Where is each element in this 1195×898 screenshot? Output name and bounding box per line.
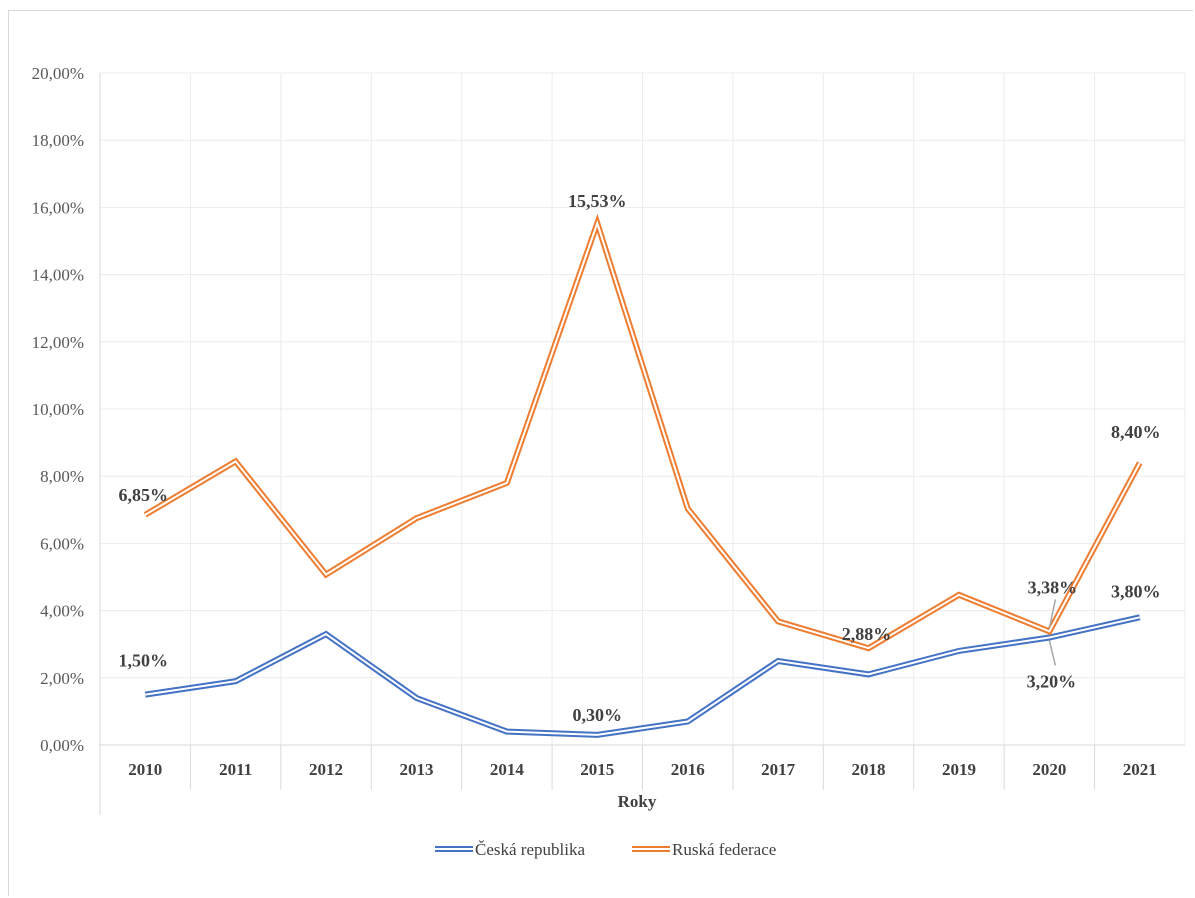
data-label: 3,20% xyxy=(1027,671,1077,691)
x-tick-label: 2020 xyxy=(1032,760,1066,779)
x-tick-label: 2021 xyxy=(1123,760,1157,779)
y-tick-label: 2,00% xyxy=(40,669,84,688)
x-tick-label: 2011 xyxy=(219,760,252,779)
data-label: 15,53% xyxy=(568,191,627,211)
x-axis-ticks: 2010 2011 2012 2013 2014 2015 2016 2017 2018 2019… xyxy=(128,760,1157,779)
legend: Česká republika Ruská federace xyxy=(435,840,776,859)
y-tick-label: 16,00% xyxy=(32,198,84,217)
series-line-ruská-federace xyxy=(143,213,1143,652)
y-tick-label: 8,00% xyxy=(40,467,84,486)
y-tick-label: 20,00% xyxy=(32,64,84,83)
y-tick-label: 4,00% xyxy=(40,602,84,621)
series-lines xyxy=(143,213,1143,738)
x-tick-label: 2018 xyxy=(852,760,886,779)
x-tick-label: 2012 xyxy=(309,760,343,779)
x-tick-label: 2015 xyxy=(580,760,614,779)
series-line-česká-republika xyxy=(144,614,1141,738)
x-tick-label: 2017 xyxy=(761,760,796,779)
data-label: 8,40% xyxy=(1111,422,1161,442)
y-tick-label: 18,00% xyxy=(32,131,84,150)
y-tick-label: 10,00% xyxy=(32,400,84,419)
legend-label: Česká republika xyxy=(475,840,585,859)
legend-item: Česká republika xyxy=(435,840,585,859)
x-tick-label: 2010 xyxy=(128,760,162,779)
data-label-leader xyxy=(1048,640,1057,666)
data-labels: 1,50% 0,30% 3,20% 3,80% 6,85% 15,53% 2,88% 3,38… xyxy=(118,191,1160,725)
y-tick-label: 12,00% xyxy=(32,333,84,352)
data-label: 3,38% xyxy=(1028,577,1078,597)
y-tick-label: 14,00% xyxy=(32,266,84,285)
y-tick-label: 6,00% xyxy=(40,534,84,553)
chart-area xyxy=(8,10,1193,896)
series-line-inner xyxy=(145,616,1141,736)
legend-item: Ruská federace xyxy=(632,840,776,859)
x-axis-title: Roky xyxy=(618,792,657,811)
y-tick-label: 0,00% xyxy=(40,736,84,755)
series-line-inner xyxy=(144,220,1141,650)
gridlines xyxy=(99,72,1186,815)
data-label: 0,30% xyxy=(573,705,623,725)
data-label: 6,85% xyxy=(118,485,168,505)
x-tick-label: 2019 xyxy=(942,760,976,779)
y-axis-ticks: 0,00% 2,00% 4,00% 6,00% 8,00% 10,00% 12,00% 14,… xyxy=(32,64,84,755)
x-tick-label: 2014 xyxy=(490,760,525,779)
x-tick-label: 2013 xyxy=(399,760,433,779)
data-label: 2,88% xyxy=(842,624,892,644)
data-label: 1,50% xyxy=(118,651,168,671)
data-label: 3,80% xyxy=(1111,581,1161,601)
data-label-leader xyxy=(1048,599,1057,629)
legend-label: Ruská federace xyxy=(672,840,776,859)
x-tick-label: 2016 xyxy=(671,760,705,779)
